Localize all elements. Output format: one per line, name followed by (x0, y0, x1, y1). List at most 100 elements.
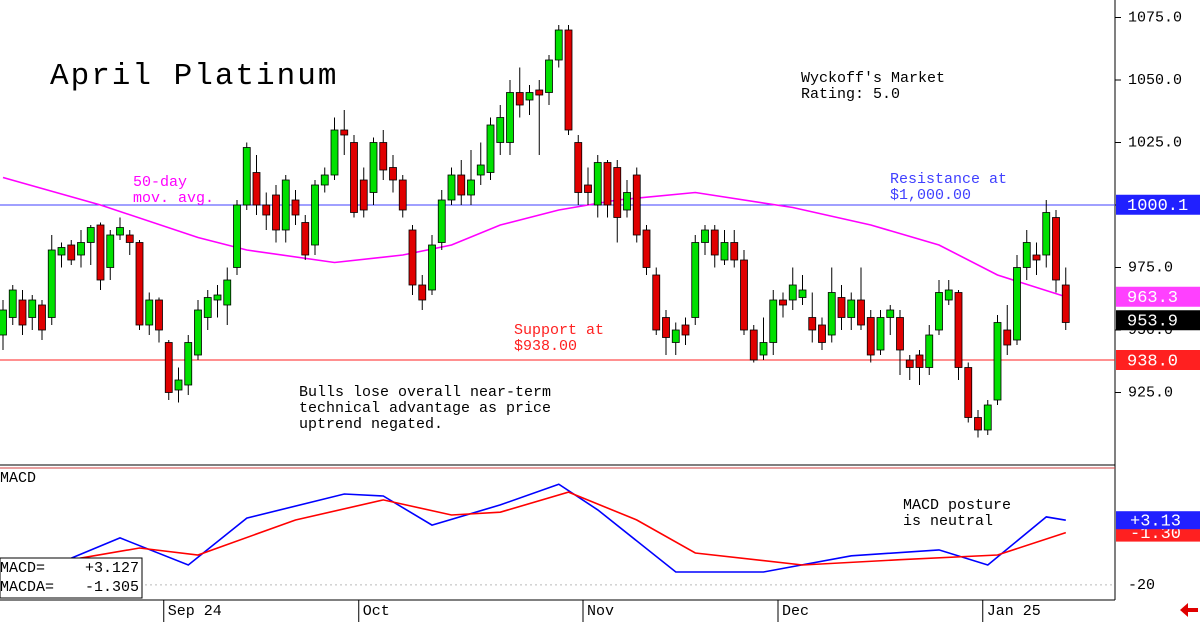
arrow-icon (1180, 603, 1198, 617)
moving-average (2, 176, 1067, 298)
x-tick-label: Dec (782, 603, 809, 620)
candle-body (281, 179, 290, 231)
candle-body (554, 29, 563, 61)
ma-label: 50-day mov. avg. (133, 174, 214, 207)
annotation-line: is neutral (903, 513, 993, 530)
candle-body (125, 234, 134, 243)
annotation: Bulls lose overall near-term technical ad… (299, 384, 551, 433)
ma-label-line: mov. avg. (133, 190, 214, 207)
candle-body (915, 354, 924, 368)
macd-line (71, 491, 1067, 566)
candle-body (213, 294, 222, 301)
candle-body (642, 229, 651, 268)
candle-body (428, 244, 436, 291)
candle-body (164, 342, 173, 393)
level-label-line: $1,000.00 (890, 187, 971, 204)
macd-tag (1116, 511, 1200, 530)
readout-value: -1.305 (85, 579, 139, 596)
candle-body (476, 164, 485, 176)
x-tick-label: Sep 24 (168, 603, 222, 620)
readout-value: +3.127 (85, 560, 139, 577)
price-tag-label: 1000.1 (1127, 197, 1188, 216)
price-tag (1116, 350, 1200, 370)
candle-body (96, 224, 105, 281)
y-tick-label: -20 (1128, 577, 1155, 594)
candle-body (788, 284, 797, 301)
candle-body (691, 242, 700, 318)
candle-body (47, 249, 56, 318)
candle-body (38, 304, 46, 331)
chart-title: April Platinum (50, 59, 338, 94)
annotation-line: Bulls lose overall near-term (299, 384, 551, 401)
candle-body (369, 142, 378, 193)
candle-body (57, 247, 66, 256)
macd-tag-label: +3.13 (1130, 513, 1181, 532)
candle-body (233, 204, 241, 268)
macd-line (70, 483, 1066, 573)
candle-body (0, 309, 7, 336)
candle-body (242, 147, 251, 206)
candle-body (262, 204, 271, 216)
macd-title: MACD (0, 470, 36, 487)
candle-body (964, 367, 973, 418)
candle-body (935, 292, 943, 331)
candle-body (145, 299, 154, 326)
readout-box (0, 557, 143, 599)
candle-body (350, 142, 358, 213)
readout-label: MACD= (0, 560, 45, 577)
candle-body (545, 59, 553, 93)
candle-body (827, 292, 836, 336)
candle-body (291, 199, 300, 216)
candle-body (174, 379, 183, 391)
candle-body (223, 279, 232, 306)
candle-body (340, 129, 349, 136)
candle-body (613, 167, 622, 218)
candle-body (720, 242, 729, 261)
candle-body (759, 342, 768, 356)
annotation-line: Wyckoff's Market (801, 70, 945, 87)
candle-body (252, 172, 261, 206)
candle-body (447, 174, 456, 201)
readout-label: MACDA= (0, 579, 54, 596)
candle-body (652, 274, 661, 331)
y-tick-label: 1025.0 (1128, 134, 1182, 151)
annotation-line: uptrend negated. (299, 416, 443, 433)
price-tag (1116, 194, 1200, 215)
price-tag (1116, 310, 1200, 331)
candle-body (506, 92, 514, 143)
price-tag-label: 938.0 (1127, 352, 1178, 371)
candle-body (320, 174, 329, 186)
candle-body (983, 404, 992, 431)
candle-body (486, 124, 495, 173)
candle-body (515, 92, 524, 106)
candle-body (1003, 329, 1012, 346)
candle-body (769, 299, 778, 343)
level-label-line: Support at (514, 322, 604, 339)
candle-body (866, 317, 875, 356)
price-tag (1116, 286, 1200, 307)
candle-body (67, 244, 76, 261)
candle-body (749, 329, 758, 361)
candle-body (818, 324, 826, 343)
price-tag-label: 963.3 (1127, 289, 1178, 308)
candle-body (593, 162, 602, 206)
candle-body (1042, 212, 1051, 256)
candle-body (535, 89, 544, 96)
candle-body (18, 299, 27, 326)
candle-body (857, 299, 865, 326)
candle-body (359, 179, 368, 211)
candle-body (379, 142, 388, 171)
candle-body (116, 227, 124, 236)
candle-body (1032, 254, 1041, 261)
candle-body (740, 259, 748, 331)
candle-body (730, 242, 739, 261)
candle-body (272, 194, 280, 231)
candle-body (496, 117, 505, 143)
level-label-line: $938.00 (514, 338, 577, 355)
candle-body (106, 234, 115, 268)
level-label: Support at $938.00 (514, 322, 604, 355)
level-label: Resistance at $1,000.00 (890, 171, 1007, 204)
candle-body (437, 199, 446, 243)
candle-body (584, 184, 592, 193)
